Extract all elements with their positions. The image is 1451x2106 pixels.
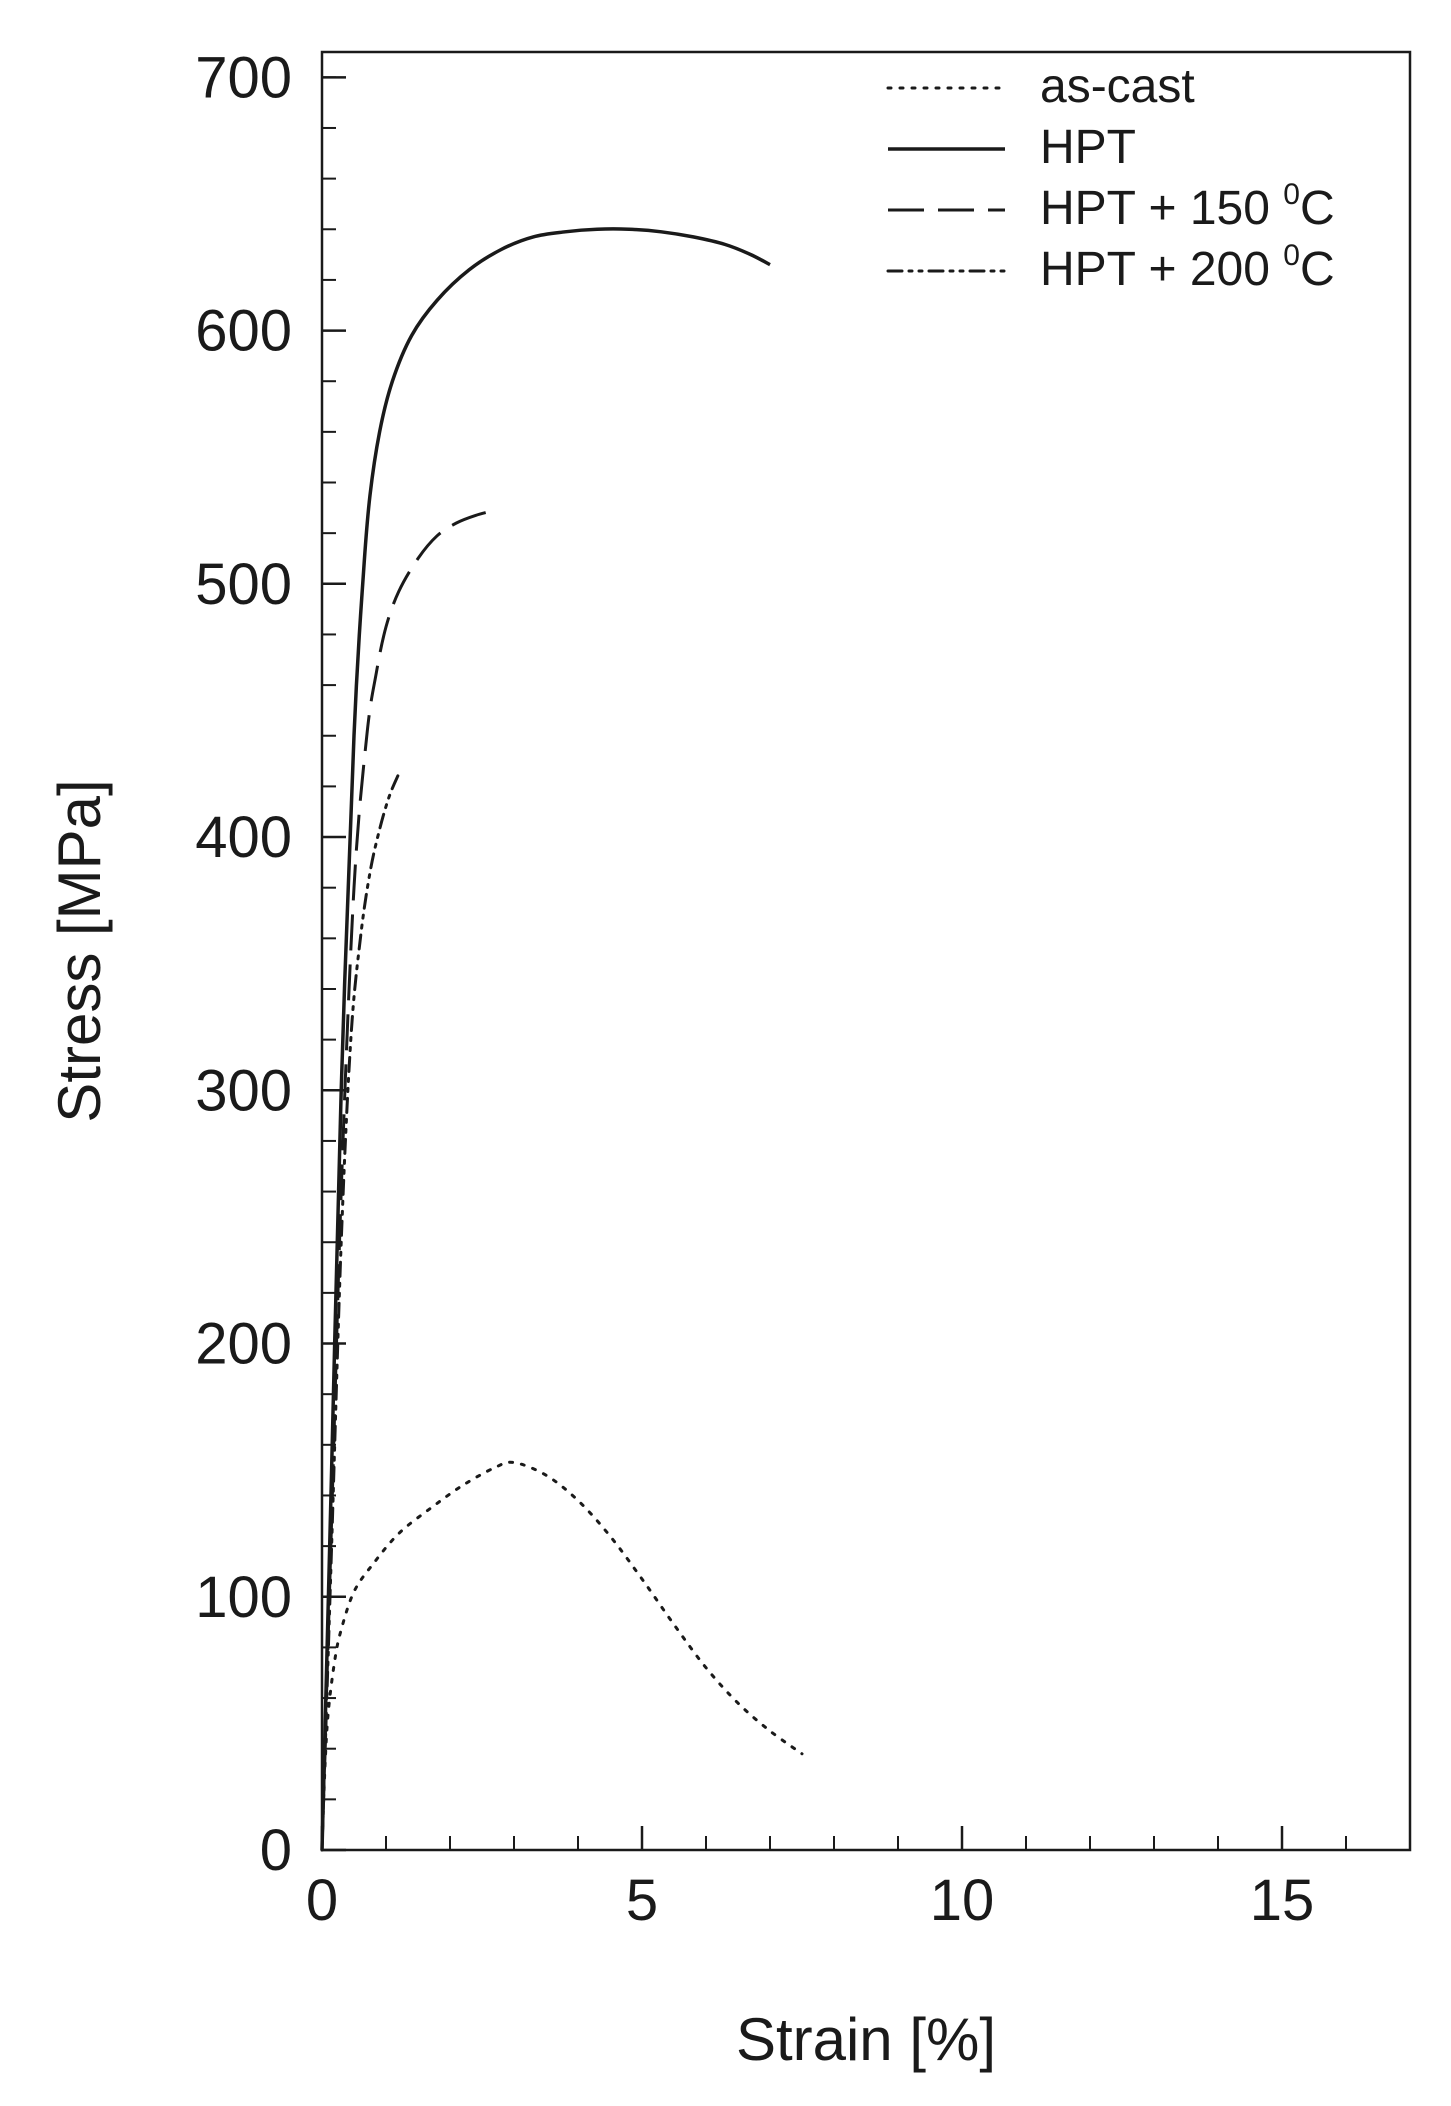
y-tick-label: 400 — [195, 805, 292, 870]
y-tick-label: 300 — [195, 1058, 292, 1123]
legend-label-2: HPT + 150 0C — [1040, 178, 1335, 235]
series-line-0 — [320, 1460, 804, 1852]
minor-ticks — [321, 76, 1411, 1851]
series-line-3 — [320, 772, 401, 1852]
series-line-2 — [320, 508, 496, 1851]
y-tick-label: 0 — [260, 1818, 292, 1883]
legend-label-main: HPT + 200 — [1040, 243, 1283, 296]
legend-label-tail: C — [1300, 243, 1335, 296]
series-lines — [320, 227, 804, 1852]
legend-label-3: HPT + 200 0C — [1040, 239, 1335, 296]
y-tick-label: 700 — [195, 45, 292, 110]
legend-label-main: HPT — [1040, 121, 1136, 174]
series-line-1 — [320, 227, 771, 1851]
y-tick-label: 600 — [195, 299, 292, 364]
legend-label-main: as-cast — [1040, 60, 1195, 113]
legend-label-main: HPT + 150 — [1040, 182, 1283, 235]
y-tick-label: 200 — [195, 1312, 292, 1377]
y-tick-label: 100 — [195, 1565, 292, 1630]
plot-frame — [320, 50, 1412, 1852]
x-tick-label: 15 — [1250, 1868, 1315, 1933]
tick-labels: 0 5 10 15 0 100 200 300 400 500 600 700 — [195, 45, 1314, 1933]
legend-label-0: as-cast — [1040, 60, 1195, 113]
y-tick-label: 500 — [195, 552, 292, 617]
x-axis-title: Strain [%] — [736, 2006, 996, 2073]
x-tick-label: 5 — [626, 1868, 658, 1933]
x-tick-label: 10 — [930, 1868, 995, 1933]
legend-label-tail: C — [1300, 182, 1335, 235]
legend-label-sup: 0 — [1283, 239, 1300, 272]
legend-label-sup: 0 — [1283, 178, 1300, 211]
y-axis-title: Stress [MPa] — [46, 779, 113, 1122]
legend-label-1: HPT — [1040, 121, 1136, 174]
x-tick-label: 0 — [306, 1868, 338, 1933]
major-ticks — [320, 76, 1284, 1852]
